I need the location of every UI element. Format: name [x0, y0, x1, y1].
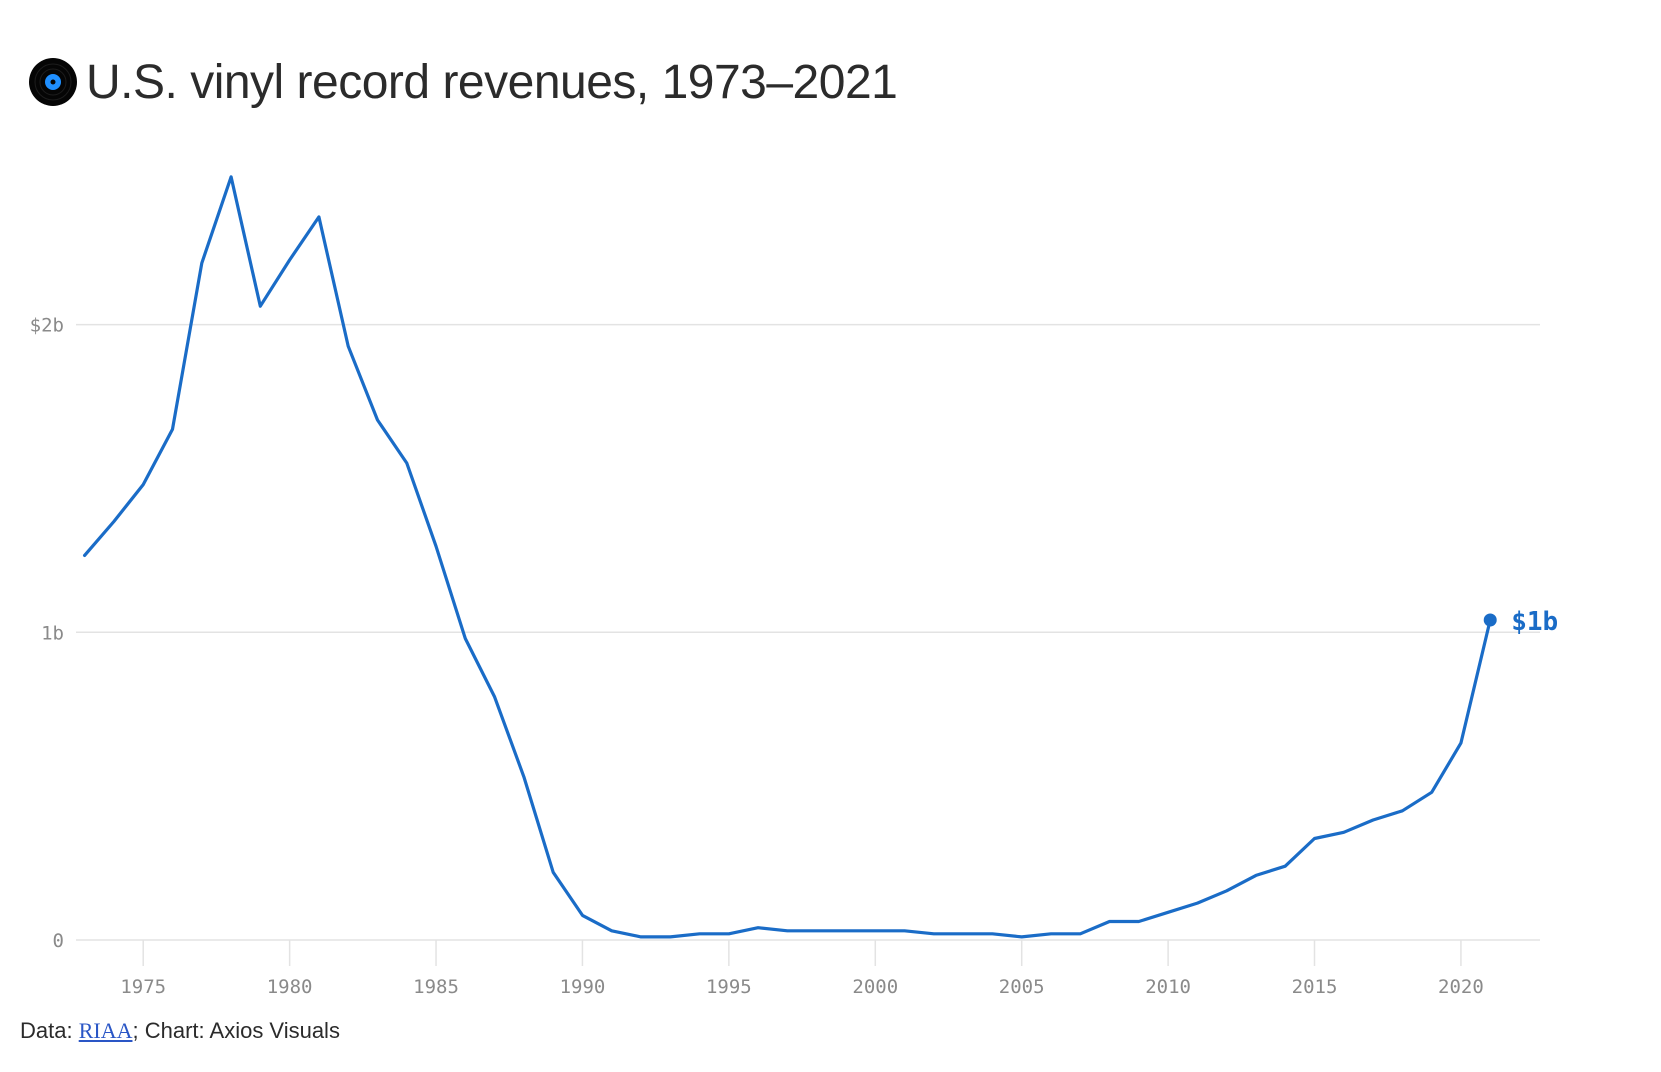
x-tick-label: 1995 [706, 976, 752, 998]
x-tick-label: 2000 [852, 976, 898, 998]
x-tick-label: 2015 [1292, 976, 1338, 998]
end-value-label: $1b [1511, 607, 1558, 637]
chart-title: U.S. vinyl record revenues, 1973–2021 [86, 55, 898, 109]
footer-data-prefix: Data: [20, 1018, 79, 1043]
x-tick-label: 1975 [120, 976, 166, 998]
vinyl-record-icon [29, 58, 77, 106]
series-line [82, 175, 1492, 939]
line-chart: 0 1b $2b 1975 1980 1985 1990 1995 2000 2005 2010 2… [30, 175, 1558, 998]
x-axis-labels: 1975 1980 1985 1990 1995 2000 2005 2010 2015 2020 [120, 976, 1483, 998]
x-tick-label: 1980 [267, 976, 313, 998]
footer-chart-credit: ; Chart: Axios Visuals [132, 1018, 340, 1043]
y-tick-label: 1b [41, 622, 64, 644]
gridlines [76, 323, 1540, 941]
source-link[interactable]: RIAA [78, 1018, 133, 1043]
chart-title-row: U.S. vinyl record revenues, 1973–2021 [28, 52, 898, 112]
x-axis-ticks [142, 940, 1462, 966]
x-tick-label: 1990 [560, 976, 606, 998]
y-axis-labels: 0 1b $2b [30, 315, 64, 952]
y-tick-label: 0 [53, 930, 64, 952]
y-tick-label: $2b [30, 315, 64, 337]
x-tick-label: 2010 [1145, 976, 1191, 998]
end-point-marker [1483, 613, 1497, 627]
x-tick-label: 1985 [413, 976, 459, 998]
x-tick-label: 2020 [1438, 976, 1484, 998]
series-layer: $1b [82, 175, 1558, 939]
x-tick-label: 2005 [999, 976, 1045, 998]
chart-footer: Data: RIAA; Chart: Axios Visuals [20, 1018, 340, 1044]
